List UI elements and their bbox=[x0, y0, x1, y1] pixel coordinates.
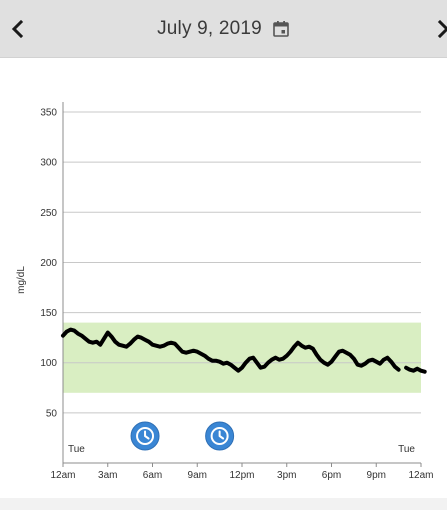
x-tick-label-5: 3pm bbox=[277, 470, 296, 481]
x-tick-label-0: 12am bbox=[50, 470, 75, 481]
day-label-1: Tue bbox=[398, 444, 415, 455]
y-tick-label-300: 300 bbox=[40, 158, 57, 169]
previous-day-button[interactable] bbox=[0, 0, 36, 57]
y-tick-label-200: 200 bbox=[40, 258, 57, 269]
date-header: July 9, 2019 bbox=[0, 0, 447, 58]
x-tick-label-7: 9pm bbox=[367, 470, 386, 481]
x-tick-label-3: 9am bbox=[188, 470, 207, 481]
clock-icon[interactable] bbox=[205, 421, 235, 451]
y-tick-label-150: 150 bbox=[40, 308, 57, 319]
glucose-chart-card: 50 100 150 200 250 300 350 12am 3am 6am 9am 12pm 3p… bbox=[0, 58, 447, 498]
clock-icon-face bbox=[210, 427, 229, 445]
x-tick-label-4: 12pm bbox=[229, 470, 254, 481]
date-title-group: July 9, 2019 bbox=[0, 0, 447, 57]
y-tick-label-250: 250 bbox=[40, 208, 57, 219]
target-range-band bbox=[63, 322, 421, 393]
x-tick-label-8: 12am bbox=[408, 470, 433, 481]
clock-icon-hands bbox=[218, 430, 225, 440]
bottom-strip bbox=[0, 498, 447, 510]
date-label: July 9, 2019 bbox=[157, 17, 262, 39]
x-tick-label-2: 6am bbox=[143, 470, 162, 481]
glucose-trace-segment-0 bbox=[61, 327, 401, 373]
x-tick-label-1: 3am bbox=[98, 470, 117, 481]
glucose-trace-segment-1 bbox=[404, 365, 427, 374]
calendar-icon bbox=[273, 20, 289, 37]
glucose-chart: 50 100 150 200 250 300 350 12am 3am 6am 9am 12pm 3p… bbox=[16, 102, 434, 481]
chevron-left-icon bbox=[11, 19, 24, 38]
calendar-button[interactable] bbox=[272, 20, 290, 38]
day-label-0: Tue bbox=[68, 444, 85, 455]
y-tick-label-350: 350 bbox=[40, 108, 57, 119]
chevron-right-icon bbox=[437, 19, 447, 38]
y-axis-title: mg/dL bbox=[16, 266, 27, 294]
x-tick-label-6: 6pm bbox=[322, 470, 341, 481]
clock-icon[interactable] bbox=[130, 421, 160, 451]
clock-icon-face bbox=[136, 427, 155, 445]
next-day-button[interactable] bbox=[425, 0, 447, 57]
y-tick-label-50: 50 bbox=[46, 408, 58, 419]
y-tick-label-100: 100 bbox=[40, 358, 57, 369]
clock-icon-hands bbox=[144, 430, 150, 440]
